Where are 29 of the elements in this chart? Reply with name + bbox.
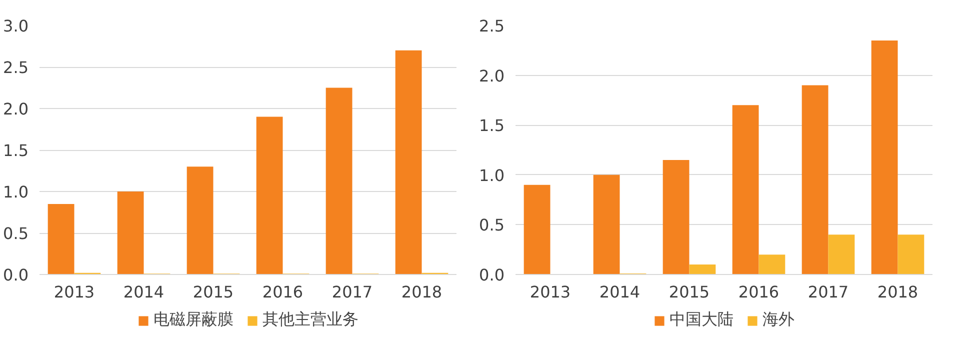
- x-tick-label: 2016: [262, 282, 304, 302]
- y-tick-label: 1.5: [3, 141, 29, 160]
- y-tick-label: 2.5: [479, 16, 505, 36]
- y-tick-label: 1.0: [479, 166, 505, 185]
- y-tick-label: 1.5: [479, 116, 505, 136]
- legend-label: 海外: [762, 310, 794, 330]
- x-tick-label: 2014: [599, 282, 640, 302]
- x-tick-label: 2017: [808, 282, 849, 302]
- y-tick-label: 0.5: [479, 216, 505, 235]
- y-tick-label: 2.5: [3, 58, 29, 77]
- y-tick-label: 2.0: [3, 100, 29, 118]
- x-tick-label: 2015: [192, 282, 234, 302]
- legend-label: 电磁屏蔽膜: [154, 310, 234, 330]
- x-tick-label: 2014: [123, 282, 164, 302]
- x-tick-label: 2018: [401, 282, 442, 302]
- y-tick-label: 2.0: [479, 66, 505, 86]
- x-tick-label: 2017: [332, 282, 373, 302]
- y-tick-label: 3.0: [3, 16, 29, 36]
- x-tick-label: 2013: [54, 282, 95, 302]
- x-tick-label: 2018: [877, 282, 918, 302]
- y-tick-label: 0.5: [3, 224, 29, 243]
- y-tick-label: 0.0: [3, 266, 29, 284]
- x-tick-label: 2015: [668, 282, 710, 302]
- legend-label: 中国大陆: [670, 310, 734, 330]
- x-tick-label: 2016: [738, 282, 780, 302]
- y-tick-label: 0.0: [479, 266, 505, 284]
- y-tick-label: 1.0: [3, 182, 29, 202]
- legend-label: 其他主营业务: [262, 310, 358, 330]
- x-tick-label: 2013: [530, 282, 571, 302]
